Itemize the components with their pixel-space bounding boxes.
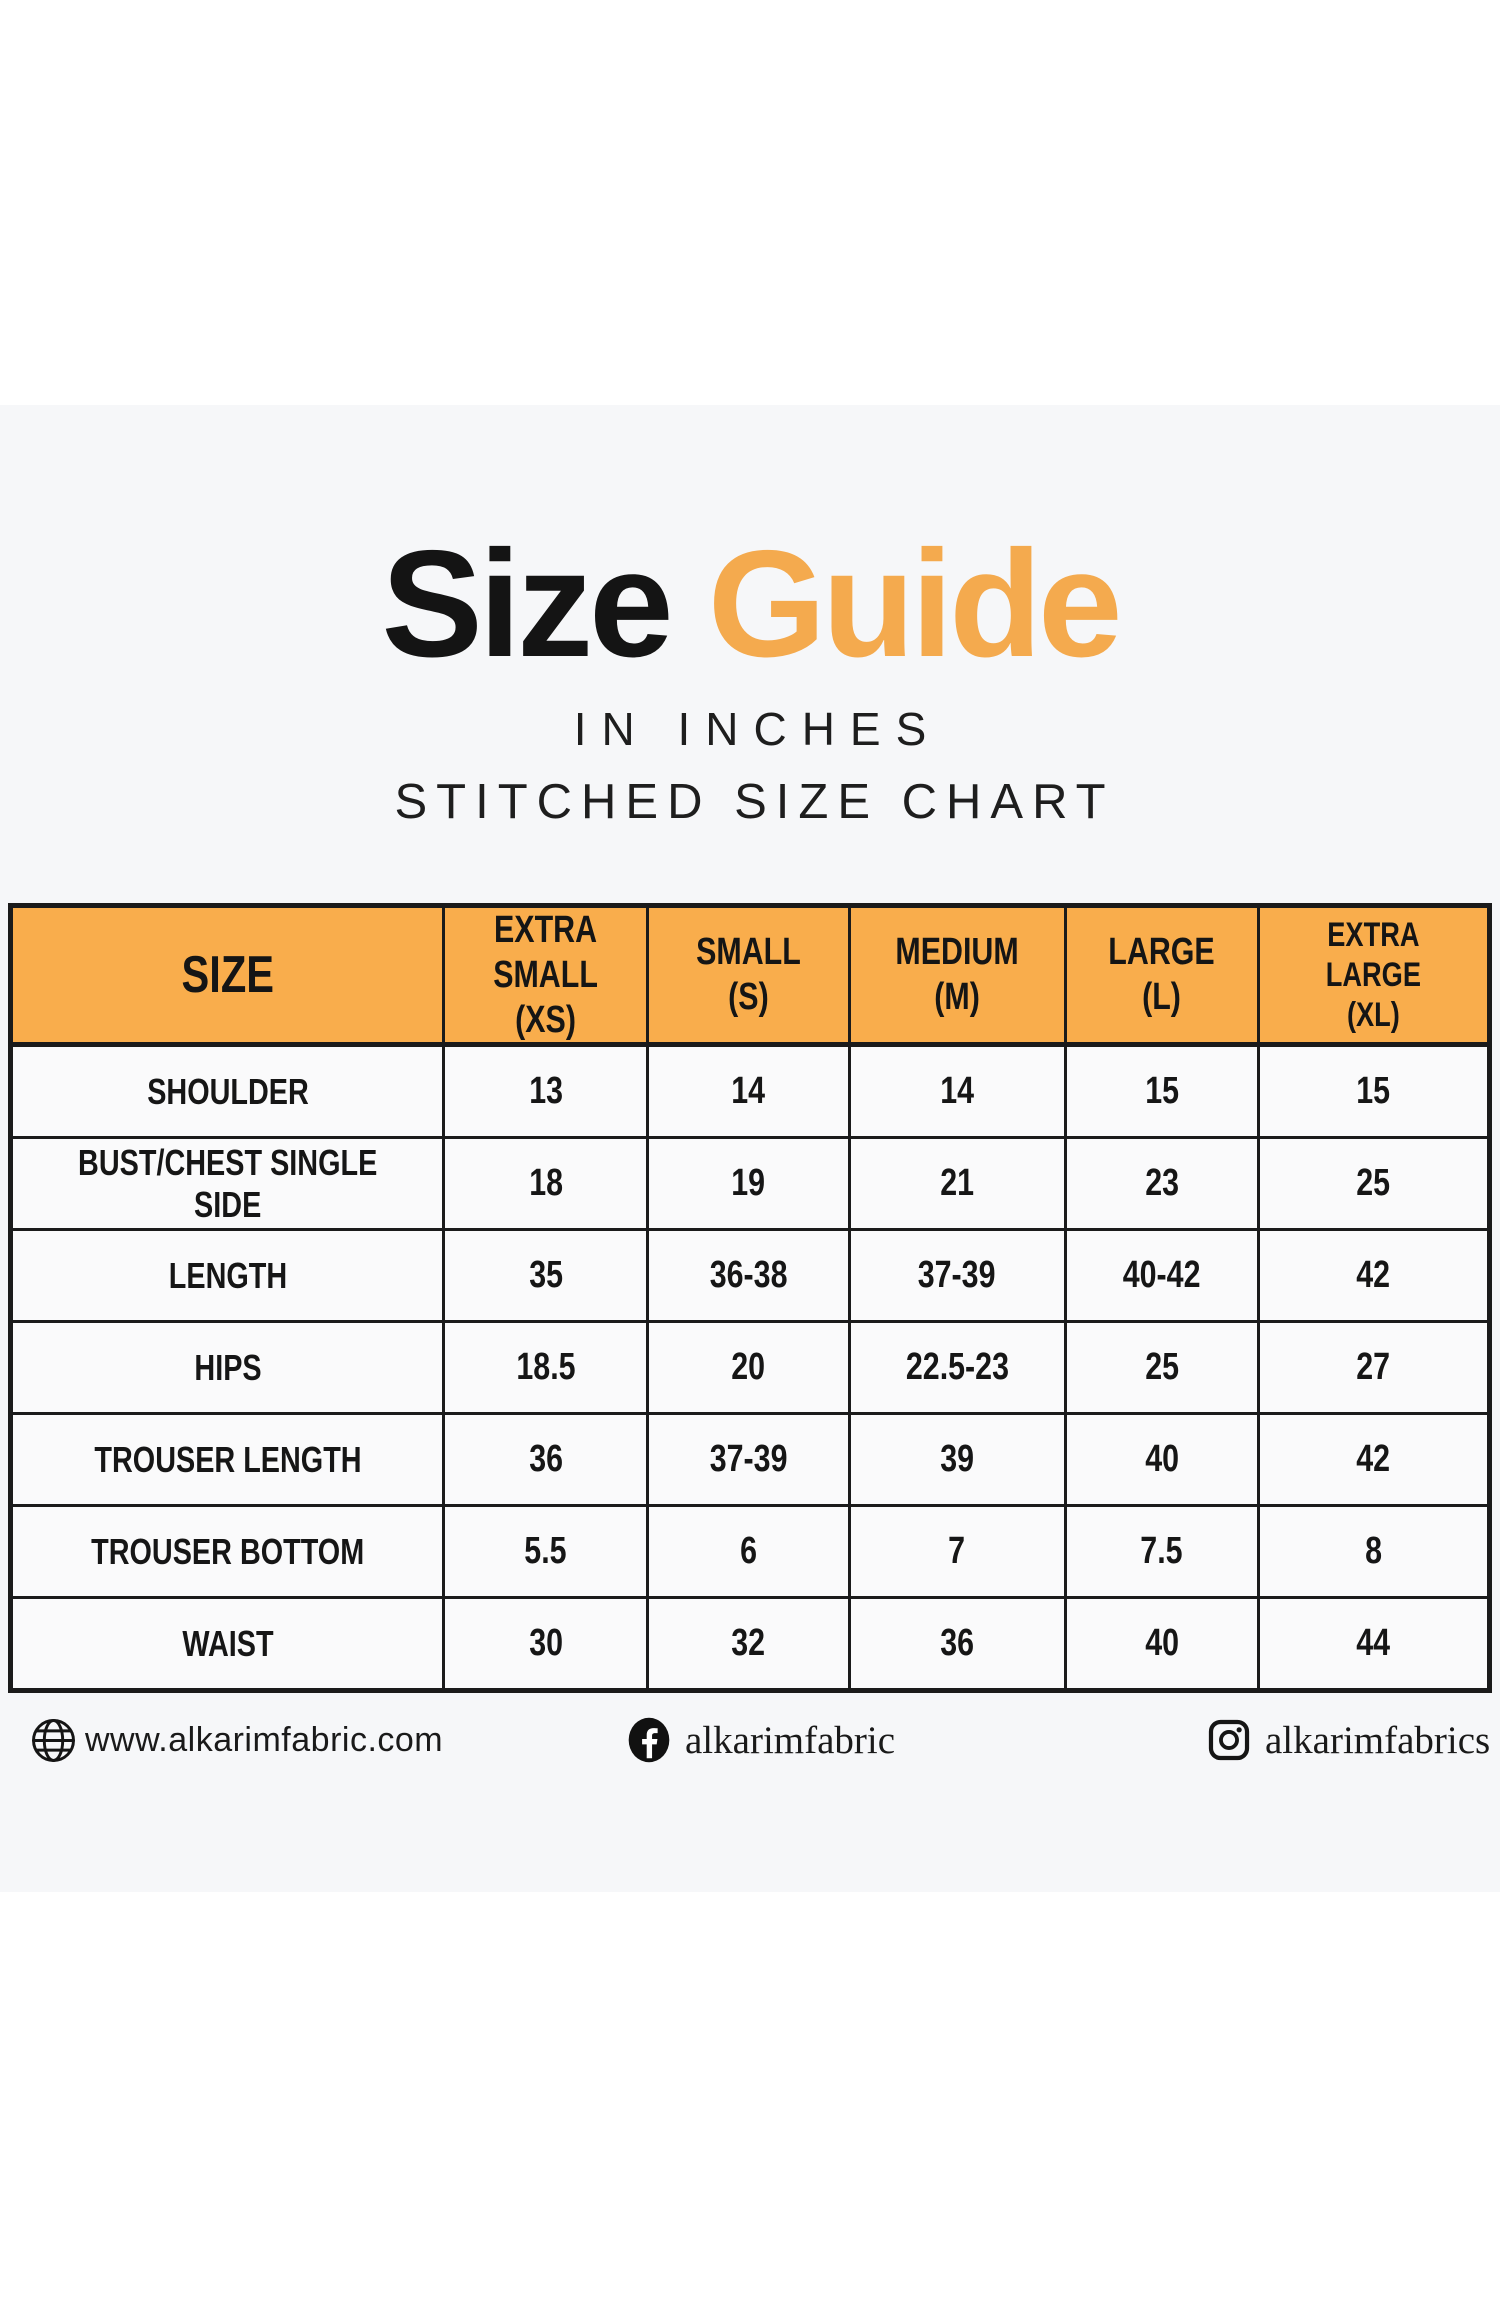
table-row: BUST/CHEST SINGLE SIDE 18 19 21 23 25 — [8, 1136, 1491, 1232]
size-value-cell: 21 — [847, 1136, 1067, 1232]
col-header-5: EXTRA LARGE (XL) — [1257, 903, 1491, 1048]
size-value-cell: 42 — [1257, 1228, 1491, 1324]
size-value-cell: 15 — [1257, 1043, 1491, 1140]
subtitle-in-inches: IN INCHES — [573, 703, 942, 755]
title-block: Size Guide IN INCHES STITCHED SIZE CHART — [0, 528, 1500, 830]
size-value-cell: 36 — [847, 1596, 1067, 1693]
title-word-guide: Guide — [707, 519, 1123, 689]
col-header-0: SIZE — [8, 903, 446, 1048]
globe-icon — [32, 1718, 75, 1762]
size-value-cell: 20 — [646, 1320, 851, 1416]
size-value-cell: 32 — [646, 1596, 851, 1693]
row-label: SHOULDER — [8, 1043, 446, 1140]
footer-website: www.alkarimfabric.com — [30, 1712, 443, 1768]
size-value-cell: 8 — [1257, 1504, 1491, 1600]
size-value-cell: 35 — [442, 1228, 650, 1324]
instagram-icon — [1208, 1719, 1250, 1761]
title-word-size: Size — [381, 519, 673, 689]
size-value-cell: 15 — [1063, 1043, 1261, 1140]
size-value-cell: 40 — [1063, 1596, 1261, 1693]
table-row: TROUSER BOTTOM 5.5 6 7 7.5 8 — [8, 1504, 1491, 1600]
instagram-handle: alkarimfabrics — [1265, 1718, 1491, 1762]
col-header-4: LARGE (L) — [1063, 903, 1261, 1048]
table-row: HIPS 18.5 20 22.5-23 25 27 — [8, 1320, 1491, 1416]
size-value-cell: 30 — [442, 1596, 650, 1693]
facebook-handle: alkarimfabric — [685, 1718, 896, 1762]
footer-facebook: alkarimfabric — [626, 1712, 895, 1768]
col-header-2: SMALL (S) — [646, 903, 851, 1048]
footer-instagram: alkarimfabrics — [1206, 1712, 1490, 1768]
size-value-cell: 42 — [1257, 1412, 1491, 1508]
size-value-cell: 39 — [847, 1412, 1067, 1508]
size-value-cell: 37-39 — [646, 1412, 851, 1508]
size-value-cell: 44 — [1257, 1596, 1491, 1693]
size-value-cell: 27 — [1257, 1320, 1491, 1416]
page-title: Size Guide — [0, 528, 1500, 680]
size-value-cell: 6 — [646, 1504, 851, 1600]
table-row: WAIST 30 32 36 40 44 — [8, 1596, 1491, 1693]
col-header-3: MEDIUM (M) — [847, 903, 1067, 1048]
size-value-cell: 13 — [442, 1043, 650, 1140]
row-label: HIPS — [8, 1320, 446, 1416]
row-label: WAIST — [8, 1596, 446, 1693]
size-value-cell: 19 — [646, 1136, 851, 1232]
size-value-cell: 36 — [442, 1412, 650, 1508]
size-value-cell: 22.5-23 — [847, 1320, 1067, 1416]
size-value-cell: 40-42 — [1063, 1228, 1261, 1324]
size-value-cell: 23 — [1063, 1136, 1261, 1232]
size-value-cell: 18 — [442, 1136, 650, 1232]
table-row: SHOULDER 13 14 14 15 15 — [8, 1043, 1491, 1140]
size-value-cell: 25 — [1063, 1320, 1261, 1416]
facebook-icon — [628, 1717, 670, 1763]
size-value-cell: 40 — [1063, 1412, 1261, 1508]
table-row: TROUSER LENGTH 36 37-39 39 40 42 — [8, 1412, 1491, 1508]
size-value-cell: 37-39 — [847, 1228, 1067, 1324]
size-value-cell: 7.5 — [1063, 1504, 1261, 1600]
row-label: LENGTH — [8, 1228, 446, 1324]
row-label: TROUSER BOTTOM — [8, 1504, 446, 1600]
row-label: BUST/CHEST SINGLE SIDE — [8, 1136, 446, 1232]
size-value-cell: 5.5 — [442, 1504, 650, 1600]
size-value-cell: 14 — [646, 1043, 851, 1140]
size-value-cell: 25 — [1257, 1136, 1491, 1232]
size-value-cell: 14 — [847, 1043, 1067, 1140]
row-label: TROUSER LENGTH — [8, 1412, 446, 1508]
size-value-cell: 18.5 — [442, 1320, 650, 1416]
website-url: www.alkarimfabric.com — [85, 1720, 444, 1759]
size-value-cell: 36-38 — [646, 1228, 851, 1324]
subtitle-stitched-size-chart: STITCHED SIZE CHART — [394, 775, 1115, 829]
size-table: SIZE EXTRA SMALL (XS) SMALL (S) MEDIUM (M) L… — [8, 903, 1492, 1694]
col-header-1: EXTRA SMALL (XS) — [442, 903, 650, 1048]
table-row: LENGTH 35 36-38 37-39 40-42 42 — [8, 1228, 1491, 1324]
table-header-row: SIZE EXTRA SMALL (XS) SMALL (S) MEDIUM (M) L… — [8, 903, 1491, 1048]
size-value-cell: 7 — [847, 1504, 1067, 1600]
